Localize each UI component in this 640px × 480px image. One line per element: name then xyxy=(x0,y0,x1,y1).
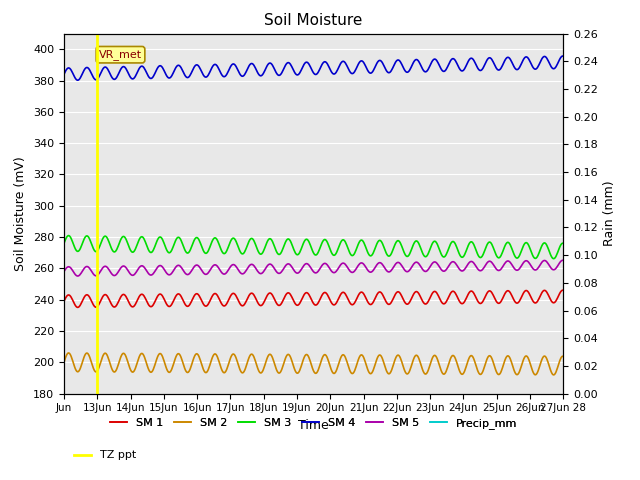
SM 5 xyxy=(183,272,191,277)
Line: SM 1: SM 1 xyxy=(64,290,563,307)
SM 5 xyxy=(202,271,209,277)
SM 5 xyxy=(74,273,81,279)
Y-axis label: Rain (mm): Rain (mm) xyxy=(604,181,616,246)
SM 4 xyxy=(559,53,567,59)
Legend: SM 1, SM 2, SM 3, SM 4, SM 5, Precip_mm: SM 1, SM 2, SM 3, SM 4, SM 5, Precip_mm xyxy=(106,414,522,433)
SM 3 xyxy=(183,250,191,256)
SM 2 xyxy=(559,353,567,359)
SM 5 xyxy=(559,257,567,263)
Line: SM 5: SM 5 xyxy=(64,260,563,276)
SM 1 xyxy=(388,297,396,303)
SM 3 xyxy=(511,253,518,259)
SM 3 xyxy=(559,240,567,246)
SM 4 xyxy=(183,74,191,80)
SM 3 xyxy=(65,233,72,239)
SM 4 xyxy=(219,73,227,79)
SM 1 xyxy=(511,298,518,304)
SM 1 xyxy=(449,288,457,294)
SM 4 xyxy=(74,77,81,83)
X-axis label: Time: Time xyxy=(298,419,329,432)
SM 2 xyxy=(550,372,557,378)
SM 5 xyxy=(449,259,457,264)
SM 2 xyxy=(65,350,72,356)
Legend: TZ ppt: TZ ppt xyxy=(70,446,140,465)
SM 3 xyxy=(550,256,557,262)
SM 2 xyxy=(202,370,209,375)
SM 1 xyxy=(559,288,567,293)
SM 5 xyxy=(219,271,227,276)
SM 1 xyxy=(74,304,81,310)
Text: VR_met: VR_met xyxy=(99,49,142,60)
SM 2 xyxy=(219,369,227,374)
SM 4 xyxy=(559,53,566,59)
SM 2 xyxy=(449,353,457,359)
Y-axis label: Soil Moisture (mV): Soil Moisture (mV) xyxy=(15,156,28,271)
Line: SM 4: SM 4 xyxy=(64,56,563,80)
SM 1 xyxy=(559,288,566,293)
SM 3 xyxy=(60,240,68,246)
Title: Soil Moisture: Soil Moisture xyxy=(264,13,363,28)
SM 2 xyxy=(511,369,518,374)
SM 3 xyxy=(388,248,396,254)
SM 4 xyxy=(202,74,209,80)
SM 4 xyxy=(60,72,68,77)
SM 2 xyxy=(388,365,396,371)
SM 4 xyxy=(449,56,457,61)
SM 5 xyxy=(559,257,566,263)
SM 4 xyxy=(388,65,396,71)
SM 1 xyxy=(60,299,68,304)
SM 5 xyxy=(388,266,396,272)
SM 1 xyxy=(183,303,191,309)
SM 3 xyxy=(219,250,227,255)
Line: SM 2: SM 2 xyxy=(64,353,563,375)
SM 2 xyxy=(183,369,191,375)
SM 5 xyxy=(60,269,68,275)
Line: SM 3: SM 3 xyxy=(64,236,563,259)
SM 5 xyxy=(511,266,518,272)
SM 3 xyxy=(202,251,209,256)
SM 1 xyxy=(202,303,209,309)
SM 1 xyxy=(219,302,227,308)
SM 4 xyxy=(511,65,518,71)
SM 2 xyxy=(60,360,68,365)
SM 3 xyxy=(449,239,457,244)
